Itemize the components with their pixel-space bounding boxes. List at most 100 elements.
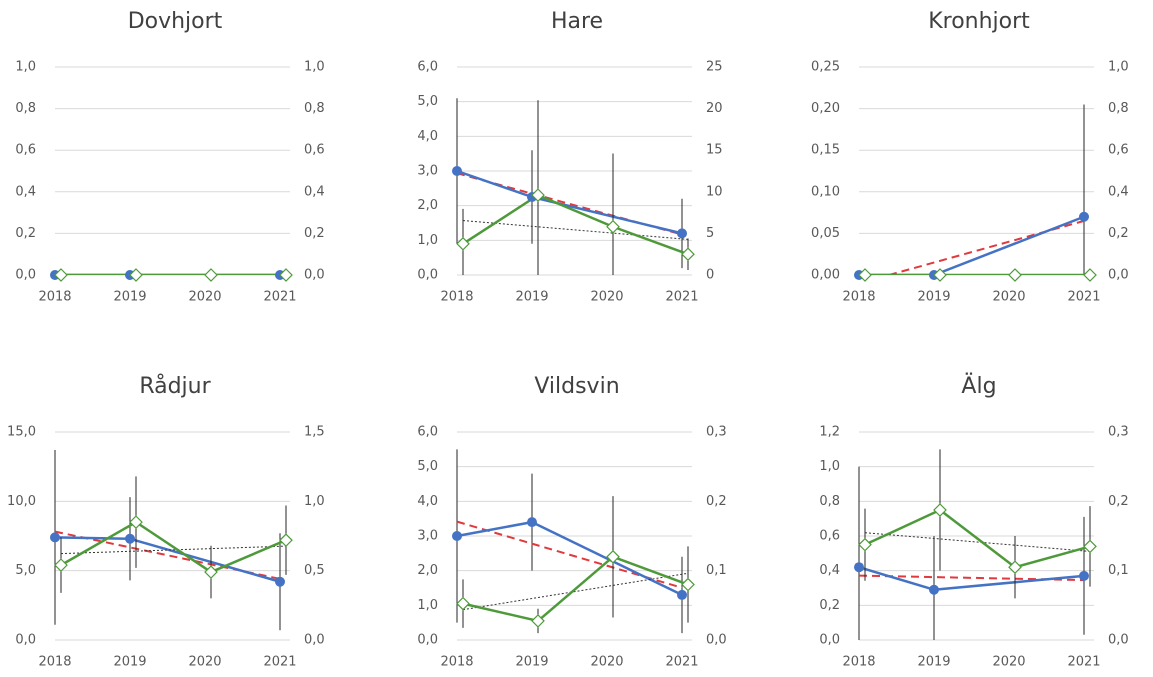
- y-tick-label: 15,0: [7, 425, 36, 440]
- y-tick-label: 6,0: [417, 425, 438, 440]
- series-line: [1014, 545, 1091, 569]
- y2-tick-label: 0,6: [1108, 143, 1129, 158]
- trendline: [864, 532, 1091, 552]
- series-line: [462, 602, 539, 623]
- series-line: [462, 194, 539, 245]
- y2-tick-label: 0,2: [304, 226, 325, 241]
- marker: [204, 268, 218, 282]
- y2-tick-label: 0,0: [1108, 268, 1129, 283]
- marker: [452, 531, 462, 541]
- y-tick-label: 0,0: [15, 268, 36, 283]
- panel-title: Vildsvin: [534, 374, 619, 399]
- marker: [929, 584, 939, 595]
- panel-title: Dovhjort: [128, 9, 223, 34]
- trendline: [888, 219, 1085, 275]
- x-tick-label: 2018: [38, 655, 71, 670]
- y-tick-label: 5,0: [15, 563, 36, 578]
- marker: [125, 533, 135, 544]
- y-tick-label: 4,0: [417, 494, 438, 509]
- y-tick-label: 2,0: [417, 563, 438, 578]
- panel-title: Rådjur: [139, 373, 211, 399]
- series-line: [933, 215, 1085, 275]
- marker: [54, 268, 68, 282]
- series-line: [537, 555, 614, 622]
- marker: [606, 549, 620, 564]
- panel: Dovhjort 0,0 0,2 0,4 0,6 0,8 1,0 0,0 0,2 0,4 0,6 0,…: [15, 9, 324, 305]
- y-tick-label: 3,0: [417, 529, 438, 544]
- y-tick-label: 3,0: [417, 164, 438, 179]
- x-tick-label: 2021: [263, 290, 296, 305]
- series-line: [129, 537, 281, 583]
- y2-tick-label: 0,1: [706, 563, 727, 578]
- marker: [279, 268, 293, 282]
- x-tick-label: 2021: [263, 655, 296, 670]
- trendline: [462, 572, 689, 611]
- y-tick-label: 0,4: [15, 184, 36, 199]
- x-tick-label: 2018: [842, 655, 875, 670]
- marker: [531, 614, 545, 628]
- marker: [1079, 570, 1089, 581]
- y-tick-label: 1,0: [15, 60, 36, 75]
- x-tick-label: 2019: [917, 655, 950, 670]
- y2-tick-label: 0,2: [1108, 494, 1129, 509]
- y2-tick-label: 0,0: [706, 633, 727, 648]
- y-tick-label: 4,0: [417, 129, 438, 144]
- x-tick-label: 2019: [515, 655, 548, 670]
- marker: [677, 228, 687, 239]
- series-line: [537, 193, 614, 228]
- series-line: [939, 509, 1016, 569]
- y2-tick-label: 20: [706, 101, 723, 116]
- y2-tick-label: 0,4: [304, 184, 325, 199]
- y2-tick-label: 0,3: [706, 425, 727, 440]
- y-tick-label: 0,0: [417, 633, 438, 648]
- marker: [54, 558, 68, 572]
- x-tick-label: 2020: [188, 290, 221, 305]
- panel: Älg 0,0 0,2 0,4 0,6 0,8 1,0 1,2 0,0 0,1 0,2 0,3 2018…: [819, 373, 1128, 670]
- marker: [677, 589, 687, 600]
- x-tick-label: 2018: [440, 290, 473, 305]
- x-tick-label: 2019: [917, 290, 950, 305]
- marker: [275, 576, 285, 587]
- y2-tick-label: 0,0: [304, 268, 325, 283]
- marker: [456, 596, 470, 611]
- y-tick-label: 2,0: [417, 198, 438, 213]
- y2-tick-label: 1,5: [304, 425, 325, 440]
- y-tick-label: 1,0: [417, 598, 438, 613]
- y2-tick-label: 5: [706, 226, 714, 241]
- panel: Hare 0,0 1,0 2,0 3,0 4,0 5,0 6,0 0 5 10 15 20 25 2018 2…: [417, 9, 722, 305]
- x-tick-label: 2020: [992, 655, 1025, 670]
- x-tick-label: 2019: [113, 655, 146, 670]
- x-tick-label: 2019: [515, 290, 548, 305]
- y-tick-label: 0,6: [819, 529, 840, 544]
- y-tick-label: 0,0: [15, 633, 36, 648]
- y2-tick-label: 10: [706, 184, 723, 199]
- series-line: [456, 169, 533, 199]
- trendline: [462, 220, 689, 240]
- y2-tick-label: 0,2: [1108, 226, 1129, 241]
- series-line: [456, 520, 533, 538]
- panel-title: Hare: [551, 9, 603, 34]
- y2-tick-label: 15: [706, 143, 723, 158]
- marker: [1008, 560, 1022, 575]
- series-line: [60, 521, 137, 567]
- y2-tick-label: 0,0: [1108, 633, 1129, 648]
- y2-tick-label: 0,3: [1108, 425, 1129, 440]
- plot-area: [858, 449, 1091, 640]
- y-tick-label: 1,2: [819, 425, 840, 440]
- panel: Rådjur 0,0 5,0 10,0 15,0 0,0 0,5 1,0 1,5 2018 2019…: [7, 373, 325, 670]
- y2-tick-label: 0,5: [304, 563, 325, 578]
- x-tick-label: 2020: [992, 290, 1025, 305]
- marker: [1008, 268, 1022, 282]
- y-tick-label: 1,0: [819, 459, 840, 474]
- plot-area: [54, 450, 287, 631]
- x-tick-label: 2018: [440, 655, 473, 670]
- series-line: [864, 508, 941, 546]
- y-tick-label: 0,10: [811, 184, 840, 199]
- marker: [681, 247, 695, 262]
- y-tick-label: 0,25: [811, 60, 840, 75]
- y-tick-label: 0,00: [811, 268, 840, 283]
- marker: [854, 562, 864, 573]
- x-tick-label: 2021: [665, 290, 698, 305]
- y-tick-label: 0,8: [15, 101, 36, 116]
